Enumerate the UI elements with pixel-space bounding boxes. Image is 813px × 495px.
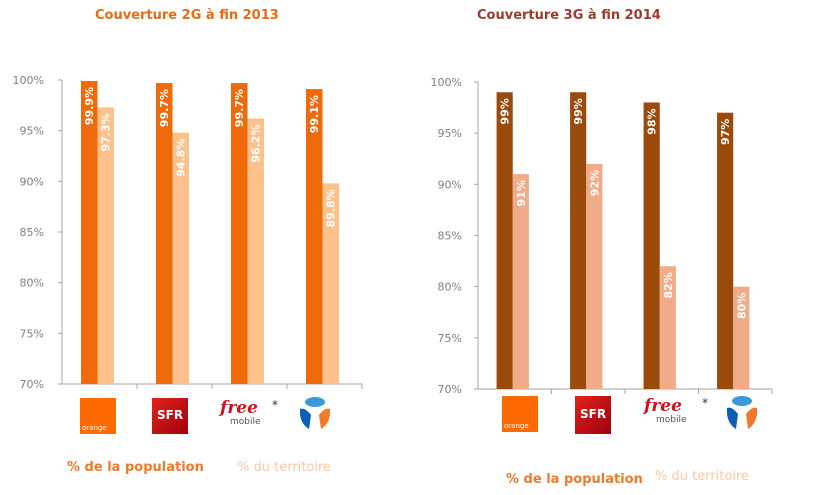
bar-population: [81, 81, 98, 384]
y-tick-label: 90%: [438, 178, 462, 191]
bar-value-label: 97.3%: [100, 113, 113, 151]
bar-population: [643, 102, 660, 389]
y-tick-label: 80%: [438, 281, 462, 294]
free-logo-text: free: [220, 398, 258, 418]
y-tick-label: 100%: [431, 76, 462, 89]
bar-population: [496, 92, 513, 389]
bar-population: [156, 83, 173, 384]
chart-3g-title: Couverture 3G à fin 2014: [477, 8, 661, 23]
bar-territoire: [512, 174, 529, 389]
sfr-logo-text: SFR: [580, 407, 607, 421]
free-asterisk: *: [272, 398, 278, 412]
legend-territoire-2g: % du territoire: [237, 460, 331, 475]
bar-value-label: 99.7%: [158, 89, 171, 127]
y-tick-label: 90%: [20, 175, 44, 188]
y-tick-label: 95%: [20, 125, 44, 138]
bar-value-label: 99%: [572, 98, 585, 124]
legend-population-2g: % de la population: [67, 460, 204, 475]
bar-territoire: [247, 118, 264, 385]
orange-logo-text: orange: [504, 422, 529, 430]
free-logo-text: free: [644, 396, 682, 416]
y-tick-label: 70%: [20, 378, 44, 391]
legend-population-3g: % de la population: [506, 472, 643, 487]
bar-value-label: 91%: [515, 180, 528, 206]
y-tick-label: 75%: [438, 332, 462, 345]
bar-territoire: [97, 107, 114, 385]
orange-logo-text: orange: [82, 424, 107, 432]
bar-value-label: 98%: [646, 108, 659, 134]
bouygues-logo-2g: [297, 395, 333, 435]
free-mobile-logo-2g: free mobile *: [220, 398, 280, 434]
bar-value-label: 99%: [499, 98, 512, 124]
legend-territoire-3g: % du territoire: [655, 469, 749, 484]
bar-population: [717, 112, 734, 389]
bouygues-logo-3g: [724, 393, 760, 435]
y-tick-label: 80%: [20, 277, 44, 290]
orange-logo-2g: orange: [80, 398, 116, 434]
bar-population: [231, 83, 248, 384]
bar-value-label: 99.9%: [83, 87, 96, 125]
free-mobile-logo-3g: free mobile *: [644, 396, 714, 434]
sfr-logo-text: SFR: [157, 408, 184, 422]
y-tick-label: 85%: [438, 230, 462, 243]
bar-value-label: 97%: [719, 119, 732, 145]
bar-population: [306, 89, 323, 385]
bar-value-label: 82%: [662, 272, 675, 298]
y-tick-label: 85%: [20, 226, 44, 239]
bar-territoire: [586, 163, 603, 389]
sfr-logo-3g: SFR: [575, 396, 611, 434]
bar-value-label: 99.7%: [233, 89, 246, 127]
bar-territoire: [659, 266, 676, 389]
y-tick-label: 70%: [438, 383, 462, 396]
orange-logo-3g: orange: [502, 396, 538, 432]
bar-value-label: 89.8%: [325, 189, 338, 227]
bar-population: [570, 92, 587, 389]
bar-territoire: [172, 132, 189, 384]
bar-value-label: 92%: [588, 170, 601, 196]
chart-2g-title: Couverture 2G à fin 2013: [95, 8, 279, 23]
free-logo-sub: mobile: [230, 417, 261, 427]
bar-territoire: [733, 286, 750, 389]
sfr-logo-2g: SFR: [152, 398, 188, 434]
y-tick-label: 100%: [13, 74, 44, 87]
bar-value-label: 80%: [735, 293, 748, 319]
free-logo-sub: mobile: [656, 415, 687, 425]
y-tick-label: 75%: [20, 327, 44, 340]
free-asterisk: *: [702, 396, 708, 410]
bar-value-label: 96.2%: [250, 125, 263, 163]
bar-value-label: 94.8%: [175, 139, 188, 177]
y-tick-label: 95%: [438, 127, 462, 140]
bar-territoire: [322, 183, 339, 384]
bar-value-label: 99.1%: [308, 95, 321, 133]
